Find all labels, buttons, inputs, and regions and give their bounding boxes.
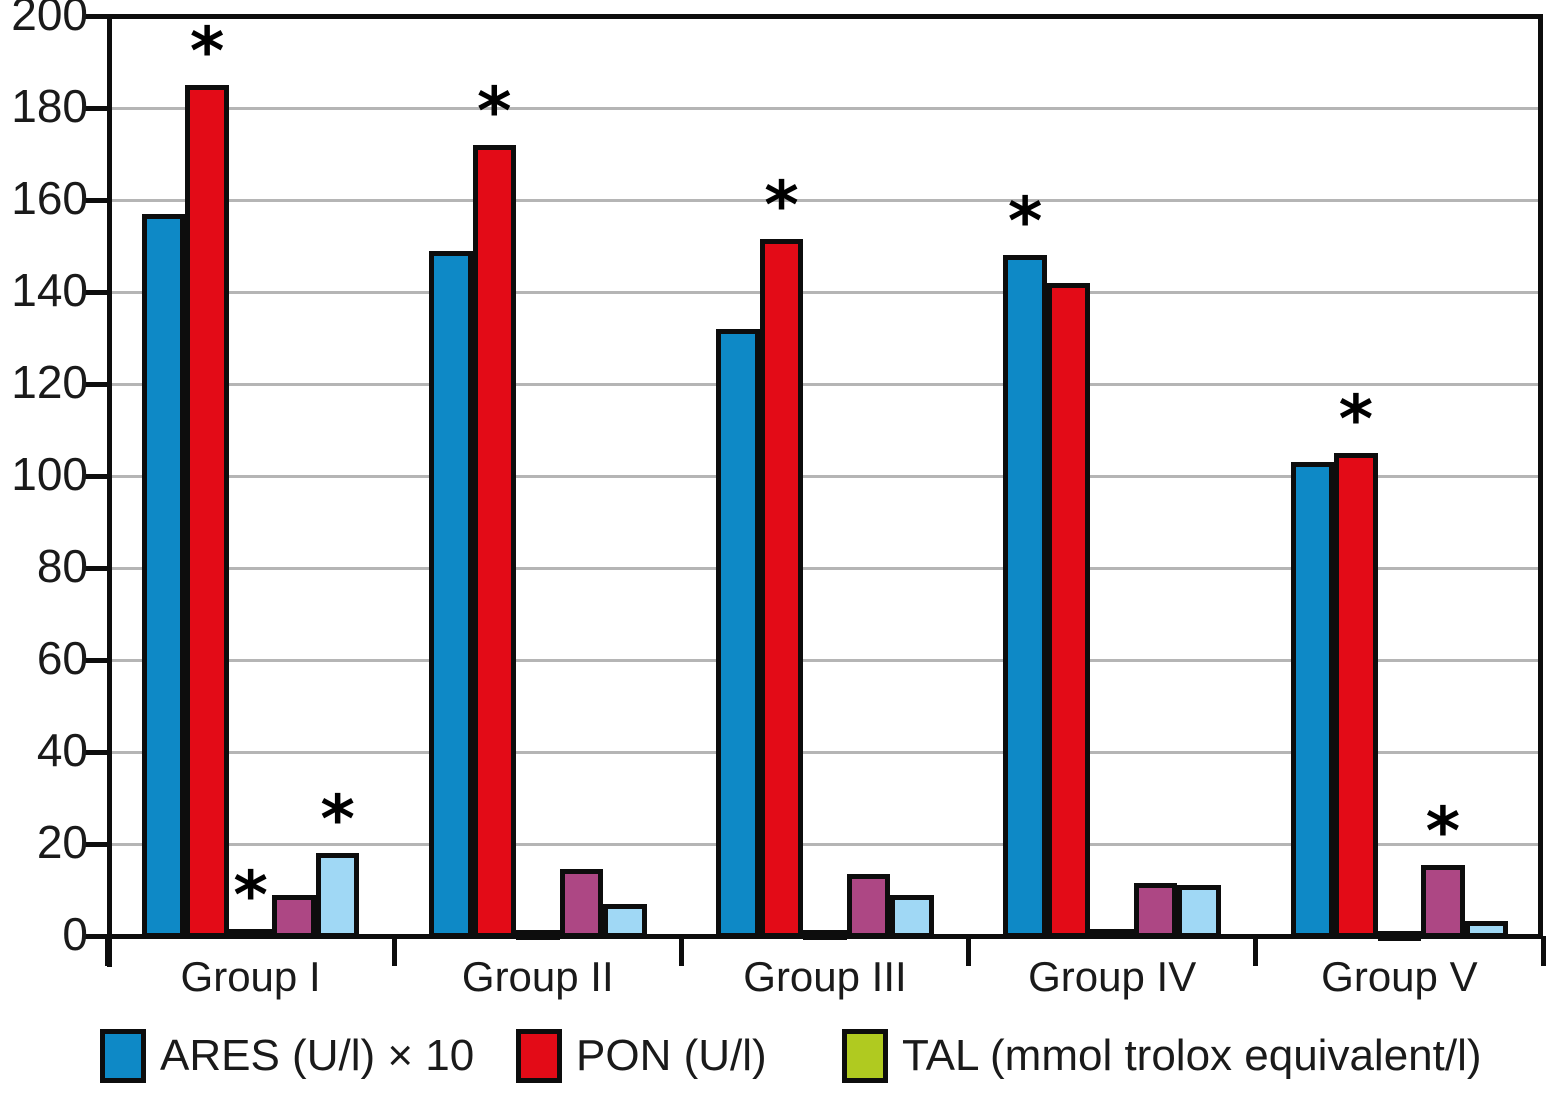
y-tick-120 <box>85 381 107 387</box>
legend-item-ares: ARES (U/l) × 10 <box>100 1026 474 1086</box>
significance-asterisk: * <box>477 72 512 150</box>
legend-label-tal: TAL (mmol trolox equivalent/l) <box>902 1031 1482 1080</box>
x-tick-2 <box>678 936 684 966</box>
bar-pon-group-4 <box>1046 282 1091 938</box>
plot-border-top <box>107 13 1543 19</box>
bar-ares-group-1 <box>141 213 186 938</box>
x-category-label-2: Group II <box>461 953 614 1000</box>
y-gridline-80 <box>107 566 1543 570</box>
y-gridline-160 <box>107 198 1543 202</box>
y-tick-label-60: 60 <box>36 632 88 684</box>
bar-series4-group-5 <box>1421 864 1465 938</box>
bar-series5-group-3 <box>890 894 934 938</box>
x-tick-3 <box>966 936 972 966</box>
bar-pon-group-5 <box>1334 453 1378 938</box>
legend-swatch-tal <box>842 1029 888 1083</box>
bar-series4-group-4 <box>1133 883 1178 938</box>
x-tick-1 <box>391 936 397 966</box>
chart-legend: ARES (U/l) × 10 PON (U/l) TAL (mmol trol… <box>0 1026 1550 1086</box>
y-gridline-60 <box>107 658 1543 662</box>
x-tick-5 <box>1540 936 1546 966</box>
significance-asterisk: * <box>320 781 355 859</box>
y-tick-label-100: 100 <box>11 448 88 500</box>
significance-asterisk: * <box>1425 792 1461 870</box>
legend-item-tal: TAL (mmol trolox equivalent/l) <box>842 1026 1482 1086</box>
bar-series4-group-3 <box>846 873 891 938</box>
y-tick-label-80: 80 <box>36 540 88 592</box>
bar-series5-group-4 <box>1177 885 1221 938</box>
legend-swatch-pon <box>516 1029 562 1083</box>
y-tick-60 <box>85 657 107 663</box>
y-tick-label-20: 20 <box>36 816 88 868</box>
y-gridline-120 <box>107 382 1543 386</box>
bar-series5-group-1 <box>315 853 360 938</box>
x-tick-0 <box>104 936 110 966</box>
legend-label-ares: ARES (U/l) × 10 <box>160 1031 475 1080</box>
bar-ares-group-2 <box>429 250 473 938</box>
significance-asterisk: * <box>1338 381 1374 458</box>
x-tick-4 <box>1253 936 1259 966</box>
bar-ares-group-5 <box>1290 462 1335 938</box>
x-category-label-5: Group V <box>1321 953 1478 1000</box>
y-tick-label-120: 120 <box>11 356 88 408</box>
bar-series4-group-1 <box>272 894 316 938</box>
x-category-label-3: Group III <box>743 953 907 1000</box>
bar-ares-group-4 <box>1003 255 1047 938</box>
legend-item-pon: PON (U/l) <box>516 1026 767 1086</box>
y-tick-label-200: 200 <box>11 0 88 40</box>
y-tick-100 <box>85 473 107 479</box>
x-axis-line <box>85 933 1543 939</box>
significance-asterisk: * <box>189 13 225 90</box>
y-tick-label-40: 40 <box>36 724 88 776</box>
y-tick-0 <box>85 933 107 939</box>
y-tick-label-0: 0 <box>62 908 88 960</box>
y-tick-label-140: 140 <box>11 264 88 316</box>
plot-border-right <box>1538 13 1543 939</box>
y-tick-20 <box>85 841 107 847</box>
y-gridline-140 <box>107 290 1543 294</box>
y-gridline-20 <box>107 842 1543 846</box>
bar-series4-group-2 <box>559 869 604 938</box>
bar-pon-group-3 <box>759 239 804 938</box>
bar-ares-group-3 <box>716 328 760 938</box>
y-tick-200 <box>85 13 107 19</box>
x-category-label-4: Group IV <box>1028 953 1197 1000</box>
bar-pon-group-2 <box>472 144 517 938</box>
y-tick-80 <box>85 565 107 571</box>
legend-label-pon: PON (U/l) <box>576 1031 767 1080</box>
y-axis-line <box>107 13 112 967</box>
significance-asterisk: * <box>1007 183 1043 261</box>
y-tick-label-160: 160 <box>11 172 88 224</box>
bar-pon-group-1 <box>185 85 229 938</box>
y-tick-180 <box>85 105 107 111</box>
y-gridline-100 <box>107 474 1543 478</box>
y-tick-140 <box>85 289 107 295</box>
y-gridline-180 <box>107 106 1543 110</box>
y-gridline-40 <box>107 750 1543 754</box>
y-tick-40 <box>85 749 107 755</box>
bar-series5-group-2 <box>603 903 647 938</box>
x-category-label-1: Group I <box>180 953 321 1000</box>
significance-asterisk: * <box>233 857 268 935</box>
y-tick-label-180: 180 <box>11 80 88 132</box>
y-tick-160 <box>85 197 107 203</box>
significance-asterisk: * <box>764 167 799 245</box>
legend-swatch-ares <box>100 1029 146 1083</box>
